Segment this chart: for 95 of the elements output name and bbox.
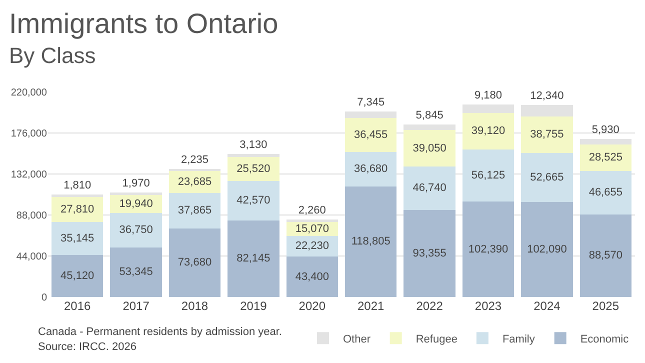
data-label: 36,750 (119, 224, 153, 236)
data-label: 56,125 (471, 169, 506, 182)
data-label: 39,120 (471, 125, 506, 138)
data-label: 46,655 (588, 186, 622, 199)
bar (228, 220, 280, 297)
bar (521, 116, 573, 153)
data-label: 39,050 (412, 142, 446, 154)
bar (580, 214, 632, 297)
data-label: 5,930 (592, 124, 620, 136)
bar (110, 247, 162, 297)
x-tick-label: 2022 (416, 299, 444, 313)
chart-subtitle: By Class (9, 43, 96, 68)
data-label: 82,145 (236, 252, 270, 265)
data-label: 35,145 (60, 232, 94, 245)
data-label: 5,845 (416, 110, 444, 122)
data-label: 118,805 (351, 236, 390, 248)
bar (168, 228, 221, 297)
legend-label: Economic (580, 333, 630, 346)
bar (521, 105, 573, 117)
data-label: 22,230 (295, 240, 329, 252)
data-label: 12,340 (530, 90, 564, 102)
data-label: 2,235 (180, 154, 209, 166)
data-label: 28,525 (588, 152, 622, 164)
data-label: 73,680 (178, 256, 212, 269)
y-tick-label: 220,000 (10, 88, 48, 98)
bar (286, 256, 338, 297)
y-tick-label: 0 (41, 292, 48, 304)
legend-label: Other (343, 333, 371, 346)
y-tick-label: 88,000 (16, 210, 48, 222)
bar (462, 202, 514, 297)
x-tick-label: 2021 (358, 299, 385, 313)
data-label: 2,260 (298, 204, 326, 217)
data-label: 88,570 (588, 250, 622, 262)
bar (228, 157, 280, 181)
text: Canada - Permanent residents by admission year. (38, 326, 282, 338)
x-tick-label: 2024 (534, 299, 561, 313)
x-tick-label: 2019 (240, 299, 268, 313)
bar (345, 152, 397, 186)
x-tick-label: 2017 (122, 299, 150, 313)
y-tick-label: 132,000 (10, 170, 48, 180)
bar (404, 210, 456, 297)
bar (345, 111, 397, 118)
bar (52, 222, 104, 255)
bar (462, 149, 514, 202)
x-tick-label: 2020 (298, 299, 326, 313)
bar (404, 124, 456, 130)
source-note: Source: IRCC. 2026 (38, 341, 136, 353)
bar (521, 202, 573, 297)
data-label: 1,970 (122, 178, 150, 190)
data-label: 45,120 (60, 270, 94, 282)
bar (404, 166, 456, 210)
data-label: 25,520 (236, 162, 270, 175)
data-label: 23,685 (178, 176, 212, 188)
data-label: 3,130 (240, 139, 268, 152)
x-tick-label: 2018 (181, 299, 208, 313)
bar (521, 152, 573, 202)
bar (110, 213, 162, 248)
data-label: 9,180 (474, 89, 502, 102)
data-label: 36,455 (354, 129, 388, 142)
bar (345, 186, 397, 297)
data-label: 46,740 (412, 182, 446, 194)
y-tick-label: 44,000 (16, 252, 48, 262)
data-label: 1,810 (64, 180, 92, 192)
data-label: 15,070 (295, 222, 329, 235)
chart-title: Immigrants to Ontario (9, 8, 278, 39)
bar (228, 154, 280, 158)
bar (168, 193, 221, 228)
x-tick-label: 2016 (64, 299, 92, 313)
bar (462, 112, 514, 150)
bar (52, 254, 104, 297)
data-label: 27,810 (60, 203, 94, 216)
data-label: 102,390 (468, 243, 508, 256)
bar (462, 104, 514, 113)
data-label: 102,090 (527, 243, 567, 256)
data-label: 38,755 (530, 128, 564, 141)
bar (228, 180, 280, 220)
legend-label: Refugee (416, 333, 458, 346)
legend-label: Family (502, 333, 536, 346)
data-label: 53,345 (119, 266, 153, 278)
data-label: 42,570 (236, 194, 270, 207)
x-tick-label: 2023 (474, 299, 502, 313)
bar (580, 170, 632, 214)
data-label: 93,355 (412, 248, 446, 260)
data-label: 52,665 (530, 171, 564, 184)
bar (345, 118, 397, 152)
data-label: 43,400 (295, 270, 329, 283)
bar (404, 130, 456, 166)
data-label: 19,940 (119, 198, 153, 210)
data-label: 36,680 (354, 163, 388, 176)
bar (580, 144, 632, 171)
x-tick-label: 2025 (592, 299, 620, 313)
bar (580, 138, 632, 144)
y-tick-label: 176,000 (10, 128, 48, 140)
data-label: 7,345 (357, 96, 385, 108)
data-label: 37,865 (178, 204, 212, 217)
